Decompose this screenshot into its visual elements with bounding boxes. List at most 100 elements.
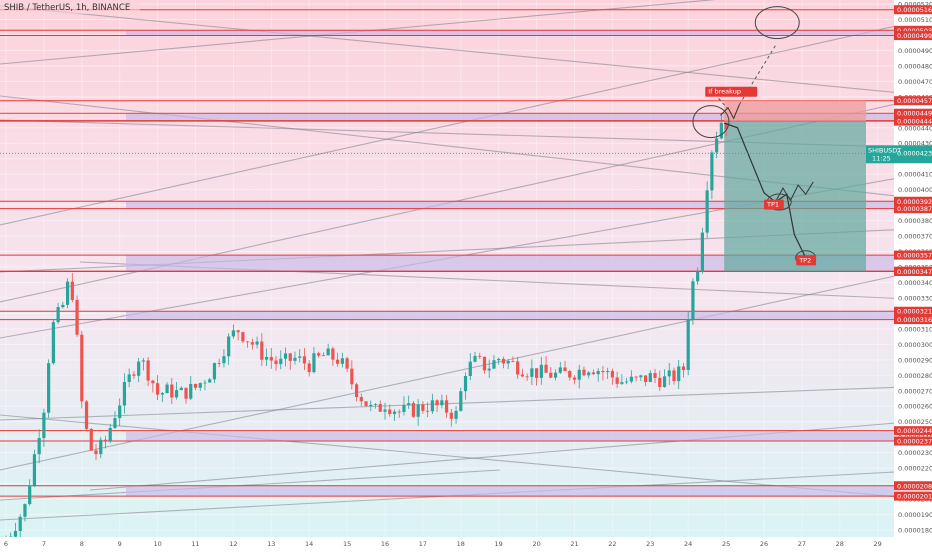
x-tick-label: 6 (4, 540, 8, 548)
candle-body (610, 371, 614, 378)
candle-body (61, 304, 65, 308)
candle-body (463, 375, 468, 392)
x-tick-label: 10 (153, 540, 161, 548)
take-profit-box (724, 121, 866, 272)
x-tick-label: 8 (80, 540, 84, 548)
price-level-text: 0.00004996 (897, 32, 932, 40)
candle-body (137, 361, 141, 376)
price-level-text: 0.00002375 (897, 438, 932, 446)
candle-body (127, 374, 131, 383)
candle-body (108, 427, 112, 441)
candle-body (501, 358, 506, 364)
candle-body (407, 403, 411, 406)
candle-body (369, 404, 373, 407)
candle-body (691, 281, 695, 320)
x-tick-label: 16 (381, 540, 389, 548)
price-level-text: 0.00002019 (897, 493, 932, 501)
candle-body (198, 383, 202, 388)
x-tick-label: 19 (495, 540, 503, 548)
candle-body (264, 356, 269, 360)
candle-body (312, 353, 316, 373)
candle-body (558, 367, 562, 373)
candle-body (719, 122, 723, 139)
candle-body (577, 369, 581, 380)
candle-body (217, 363, 221, 364)
candle-body (189, 383, 193, 399)
candle-body (402, 405, 406, 412)
candle-body (468, 361, 472, 376)
candle-body (620, 382, 624, 384)
candle-body (478, 355, 482, 357)
candle-body (430, 400, 434, 412)
tp1-label-box (764, 199, 784, 210)
candle-body (151, 380, 155, 384)
candle-body (18, 516, 22, 531)
price-level-tag (894, 491, 932, 501)
candle-body (520, 374, 524, 377)
candle-body (307, 363, 311, 373)
symbol-tag-box (866, 145, 894, 164)
candle-body (506, 360, 510, 364)
candle-body (705, 190, 709, 233)
price-level-text: 0.00004575 (897, 97, 932, 105)
candle-body (724, 122, 728, 130)
candle-body (260, 341, 264, 360)
price-level-text: 0.00005163 (897, 6, 932, 14)
candle-body (549, 372, 553, 378)
tp2-label: TP2 (798, 256, 811, 264)
x-tick-label: 14 (305, 540, 313, 548)
candle-body (392, 411, 397, 415)
price-level-tag (894, 306, 932, 316)
price-level-tag (894, 426, 932, 436)
candle-body (288, 353, 292, 361)
candle-body (700, 232, 705, 272)
candle-body (459, 391, 463, 411)
candle-body (629, 376, 633, 382)
candle-body (544, 364, 548, 373)
time-axis: 6 7 8 9 10 11 12 13 14 15 16 17 18 19 20 21 22 23 24 25 26 27… (0, 537, 932, 550)
x-tick-label: 26 (760, 540, 768, 548)
candle-body (625, 381, 629, 383)
candle-body (535, 368, 539, 378)
top-circle (692, 105, 730, 139)
price-level-text: 0.00003214 (897, 308, 932, 316)
candle-body (80, 334, 84, 402)
x-tick-label: 15 (343, 540, 351, 548)
zone-rect (126, 311, 894, 320)
candle-body (454, 410, 458, 419)
price-level-text: 0.00003877 (897, 205, 932, 213)
candle-body (212, 363, 217, 380)
tp1-label: TP1 (766, 201, 779, 209)
candle-body (203, 382, 207, 384)
x-tick-label: 21 (570, 540, 578, 548)
candle-body (156, 383, 160, 395)
x-tick-label: 22 (608, 540, 616, 548)
candle-body (677, 366, 681, 382)
candle-body (70, 281, 74, 300)
price-level-text: 0.00004443 (897, 118, 932, 126)
price-level-text: 0.00004494 (897, 110, 932, 118)
candle-body (89, 428, 93, 451)
candle-body (222, 356, 226, 364)
candle-body (653, 373, 657, 378)
candle-body (715, 138, 719, 153)
price-axis: 0.000052000.000051000.000050000.00004900… (894, 0, 932, 550)
candle-body (118, 405, 122, 419)
candle-body (326, 348, 330, 356)
candle-body (28, 485, 32, 505)
price-level-text: 0.00002442 (897, 427, 932, 435)
price-level-tag (894, 25, 932, 35)
candle-body (65, 281, 70, 305)
last-price-box (894, 145, 932, 164)
